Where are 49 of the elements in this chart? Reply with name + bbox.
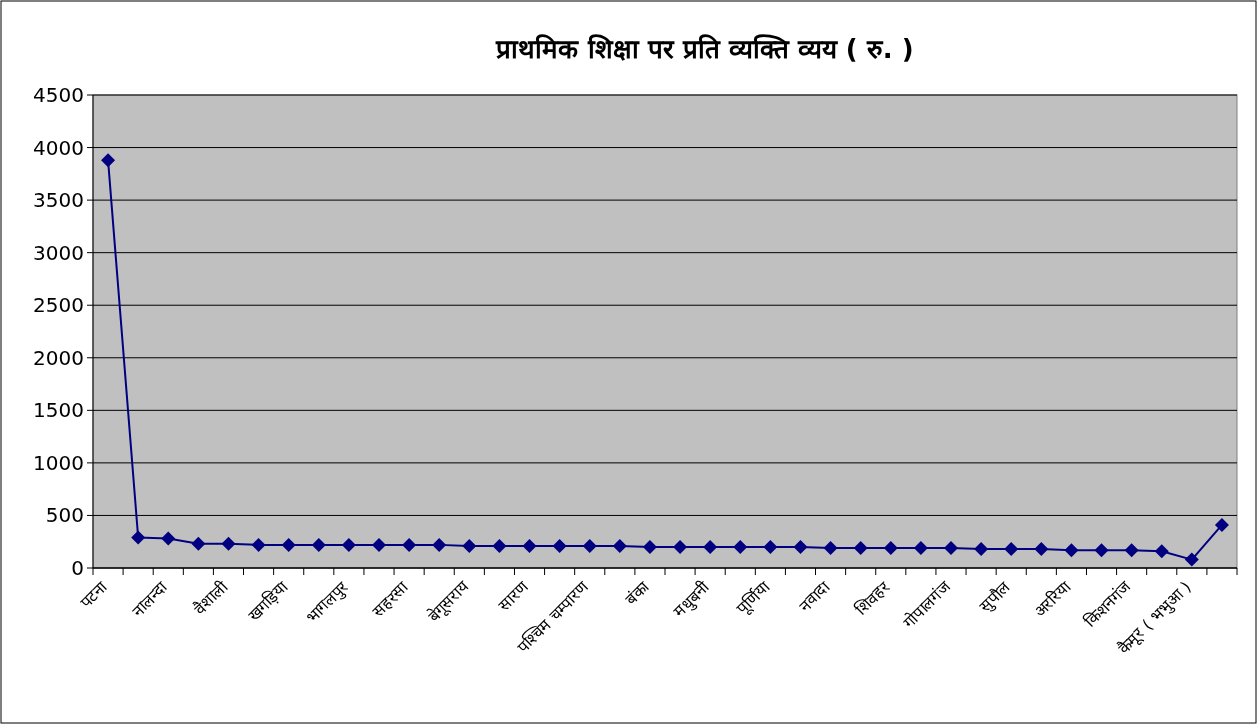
point: [944, 541, 958, 556]
y-tick-label: 1000: [33, 450, 84, 475]
point: [612, 538, 627, 553]
chart-title: प्राथमिक शिक्षा पर प्रति व्यक्ति व्यय ( रु. ): [495, 34, 914, 64]
point: [432, 537, 447, 552]
point: [1124, 543, 1139, 558]
y-tick-label: 4500: [33, 83, 84, 107]
point: [251, 537, 266, 552]
point: [913, 541, 928, 556]
point: [462, 538, 477, 553]
y-tick-label: 3500: [33, 188, 84, 213]
point: [552, 538, 567, 553]
point: [492, 538, 507, 553]
point: [733, 539, 748, 554]
point: [1214, 517, 1229, 532]
y-tick-label: 500: [45, 503, 84, 528]
point: [161, 531, 176, 546]
point: [1004, 542, 1019, 557]
point: [1154, 544, 1169, 559]
point: [311, 537, 326, 552]
x-tick-label: बंका: [621, 576, 654, 609]
point: [974, 542, 989, 557]
point: [703, 539, 718, 554]
point: [673, 539, 688, 554]
point: [793, 539, 808, 554]
point: [1184, 552, 1199, 567]
point: [281, 537, 296, 552]
y-tick-label: 2500: [33, 293, 84, 318]
point: [131, 530, 146, 545]
point: [372, 537, 386, 552]
point: [1034, 542, 1049, 557]
point: [582, 538, 597, 553]
point: [402, 537, 417, 552]
y-tick-label: 3000: [33, 240, 84, 265]
y-tick-label: 1500: [33, 398, 84, 423]
point: [642, 539, 657, 554]
point: [853, 541, 868, 556]
point: [1094, 543, 1109, 558]
point: [341, 537, 356, 552]
y-tick-label: 2000: [33, 345, 84, 370]
point: [522, 538, 537, 553]
point: [763, 539, 778, 554]
y-tick-label: 4000: [33, 135, 84, 160]
point: [823, 541, 838, 556]
point: [101, 153, 116, 168]
point: [221, 536, 236, 551]
point: [1064, 543, 1079, 558]
point: [191, 536, 206, 551]
point: [883, 541, 898, 556]
